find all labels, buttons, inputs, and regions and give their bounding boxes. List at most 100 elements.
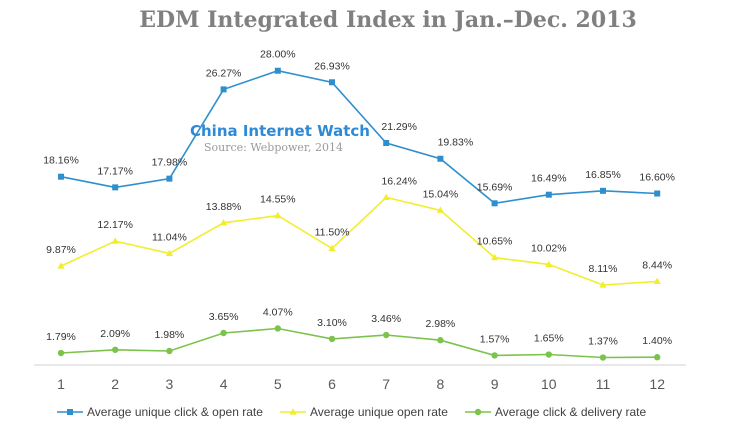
legend-marker <box>289 408 297 415</box>
data-point <box>328 335 336 343</box>
data-label: 4.07% <box>263 306 293 318</box>
x-tick-label: 6 <box>328 376 336 392</box>
x-tick-label: 5 <box>274 376 282 392</box>
data-point <box>545 351 552 358</box>
data-point <box>599 281 607 288</box>
data-label: 17.17% <box>97 165 133 177</box>
data-label: 28.00% <box>260 49 296 61</box>
x-tick-label: 10 <box>541 376 557 392</box>
data-point <box>58 173 64 180</box>
data-point <box>654 190 661 197</box>
data-point <box>328 244 336 251</box>
data-label: 21.29% <box>381 121 417 133</box>
data-label: 11.04% <box>152 231 187 243</box>
data-label: 3.65% <box>209 311 239 323</box>
data-point <box>166 347 173 355</box>
data-label: 10.65% <box>477 236 513 248</box>
series-line-2 <box>60 196 658 286</box>
data-point <box>382 193 390 200</box>
data-label: 3.10% <box>317 317 347 329</box>
data-point <box>112 346 119 353</box>
watermark-text: China Internet Watch <box>190 122 370 140</box>
data-point <box>274 211 282 219</box>
data-point <box>274 67 281 74</box>
data-point <box>545 260 553 267</box>
data-point <box>57 262 65 269</box>
data-point <box>491 352 498 359</box>
data-label: 26.93% <box>314 60 350 72</box>
data-label: 8.44% <box>642 259 672 271</box>
watermark-source: Source: Webpower, 2014 <box>204 141 343 154</box>
data-point <box>166 175 173 182</box>
data-point <box>383 331 390 339</box>
data-label: 1.98% <box>155 329 185 341</box>
legend-label: Average unique open rate <box>310 405 448 419</box>
data-label: 12.17% <box>97 219 133 231</box>
data-label: 8.11% <box>589 263 618 275</box>
data-point <box>383 140 390 147</box>
data-point <box>57 349 65 357</box>
data-label: 17.98% <box>152 157 188 169</box>
data-point <box>112 184 119 191</box>
data-label: 16.49% <box>531 173 567 185</box>
data-label: 1.37% <box>588 336 618 348</box>
series-line-3 <box>60 327 658 359</box>
data-label: 10.02% <box>531 242 567 254</box>
data-label: 11.50% <box>315 226 350 238</box>
x-tick-label: 8 <box>437 376 445 392</box>
data-label: 9.87% <box>46 244 76 256</box>
data-point <box>220 86 227 93</box>
data-label: 3.46% <box>371 313 401 325</box>
data-label: 1.65% <box>534 333 564 345</box>
x-tick-label: 12 <box>649 376 665 392</box>
data-point <box>111 237 119 244</box>
series-markers <box>57 67 661 361</box>
data-label: 19.83% <box>438 137 474 149</box>
chart-title: EDM Integrated Index in Jan.–Dec. 2013 <box>139 7 637 33</box>
x-tick-label: 7 <box>382 376 390 392</box>
data-point <box>329 79 335 86</box>
legend-marker <box>67 409 73 415</box>
data-labels: 18.16% 17.17% 17.98% 26.27% 28.00% 26.93% 21.2… <box>43 49 675 348</box>
data-label: 1.40% <box>642 335 672 347</box>
x-tick-label: 11 <box>596 376 611 392</box>
data-point <box>491 253 499 261</box>
x-tick-label: 4 <box>220 376 228 392</box>
data-point <box>491 200 498 207</box>
data-point <box>600 187 606 194</box>
data-point <box>274 325 281 332</box>
x-axis-ticks: 1 2 3 4 5 6 7 8 9 10 11 12 <box>34 364 686 392</box>
legend-marker <box>474 408 482 416</box>
data-label: 16.24% <box>381 175 417 187</box>
data-label: 16.60% <box>639 172 675 184</box>
data-label: 15.69% <box>477 181 513 193</box>
data-point <box>599 354 607 361</box>
data-label: 15.04% <box>423 188 459 200</box>
data-point <box>165 249 173 256</box>
data-point <box>545 191 552 198</box>
data-point <box>436 206 444 213</box>
data-label: 14.55% <box>260 194 296 206</box>
data-point <box>654 354 661 361</box>
legend-label: Average click & delivery rate <box>495 405 647 419</box>
data-label: 13.88% <box>206 201 242 213</box>
series-lines <box>60 69 658 359</box>
data-label: 1.79% <box>46 331 76 343</box>
data-point <box>437 337 444 344</box>
data-label: 2.98% <box>426 318 456 330</box>
data-label: 16.85% <box>585 169 621 181</box>
chart-legend: Average unique click & open rate Average … <box>57 405 647 419</box>
data-label: 1.57% <box>480 333 510 345</box>
x-tick-label: 1 <box>57 376 65 392</box>
data-point <box>220 219 228 226</box>
legend-label: Average unique click & open rate <box>87 405 263 419</box>
data-label: 2.09% <box>100 328 130 340</box>
x-tick-label: 3 <box>166 376 174 392</box>
x-tick-label: 2 <box>111 376 119 392</box>
data-point <box>220 329 227 337</box>
series-line-1 <box>60 69 658 205</box>
data-point <box>653 277 661 284</box>
data-label: 18.16% <box>43 155 79 167</box>
data-label: 26.27% <box>206 67 242 79</box>
